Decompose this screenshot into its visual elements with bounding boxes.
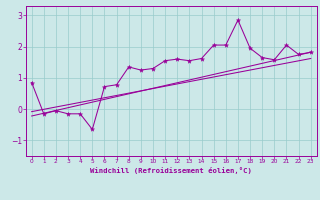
X-axis label: Windchill (Refroidissement éolien,°C): Windchill (Refroidissement éolien,°C) (90, 167, 252, 174)
